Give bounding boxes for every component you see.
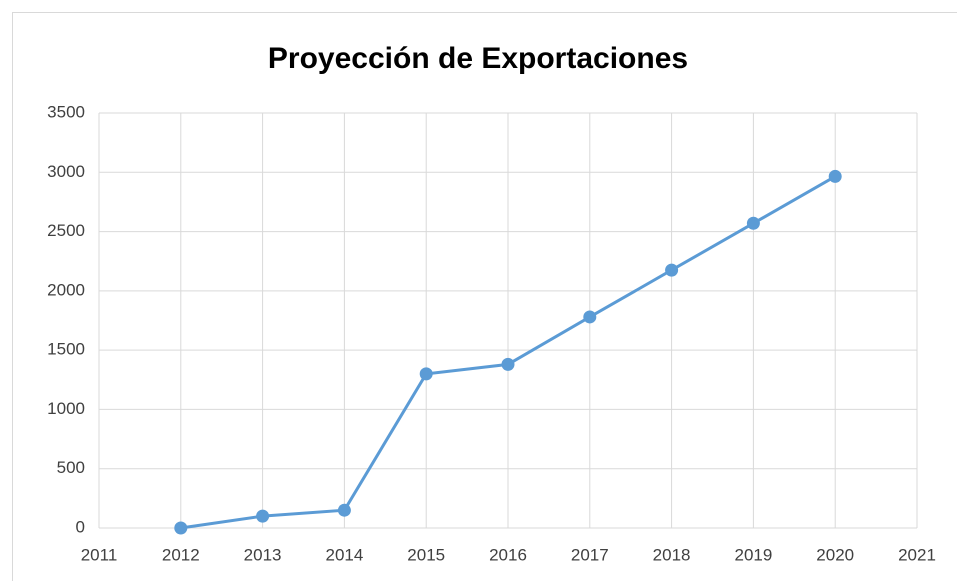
x-tick-label: 2016: [489, 545, 527, 564]
y-tick-label: 3500: [47, 102, 85, 121]
chart-title: Proyección de Exportaciones: [268, 42, 688, 75]
x-tick-label: 2015: [407, 545, 445, 564]
x-tick-label: 2017: [571, 545, 609, 564]
x-tick-label: 2021: [898, 545, 936, 564]
marker: [583, 310, 597, 324]
marker: [174, 521, 188, 535]
marker: [501, 357, 515, 371]
x-tick-label: 2018: [653, 545, 691, 564]
y-tick-label: 3000: [47, 162, 85, 181]
marker: [337, 503, 351, 517]
x-tick-label: 2019: [734, 545, 772, 564]
marker: [828, 169, 842, 183]
x-tick-label: 2013: [244, 545, 282, 564]
y-tick-label: 1000: [47, 399, 85, 418]
x-tick-label: 2011: [81, 545, 118, 564]
y-tick-label: 2500: [47, 221, 85, 240]
x-tick-label: 2020: [816, 545, 854, 564]
chart-border: [12, 12, 957, 581]
x-tick-label: 2014: [325, 545, 363, 564]
y-tick-label: 500: [57, 458, 85, 477]
marker: [665, 263, 679, 277]
x-tick-label: 2012: [162, 545, 200, 564]
y-tick-label: 2000: [47, 280, 85, 299]
marker: [746, 216, 760, 230]
y-tick-label: 1500: [47, 340, 85, 359]
marker: [419, 367, 433, 381]
marker: [256, 509, 270, 523]
y-tick-label: 0: [76, 517, 85, 536]
